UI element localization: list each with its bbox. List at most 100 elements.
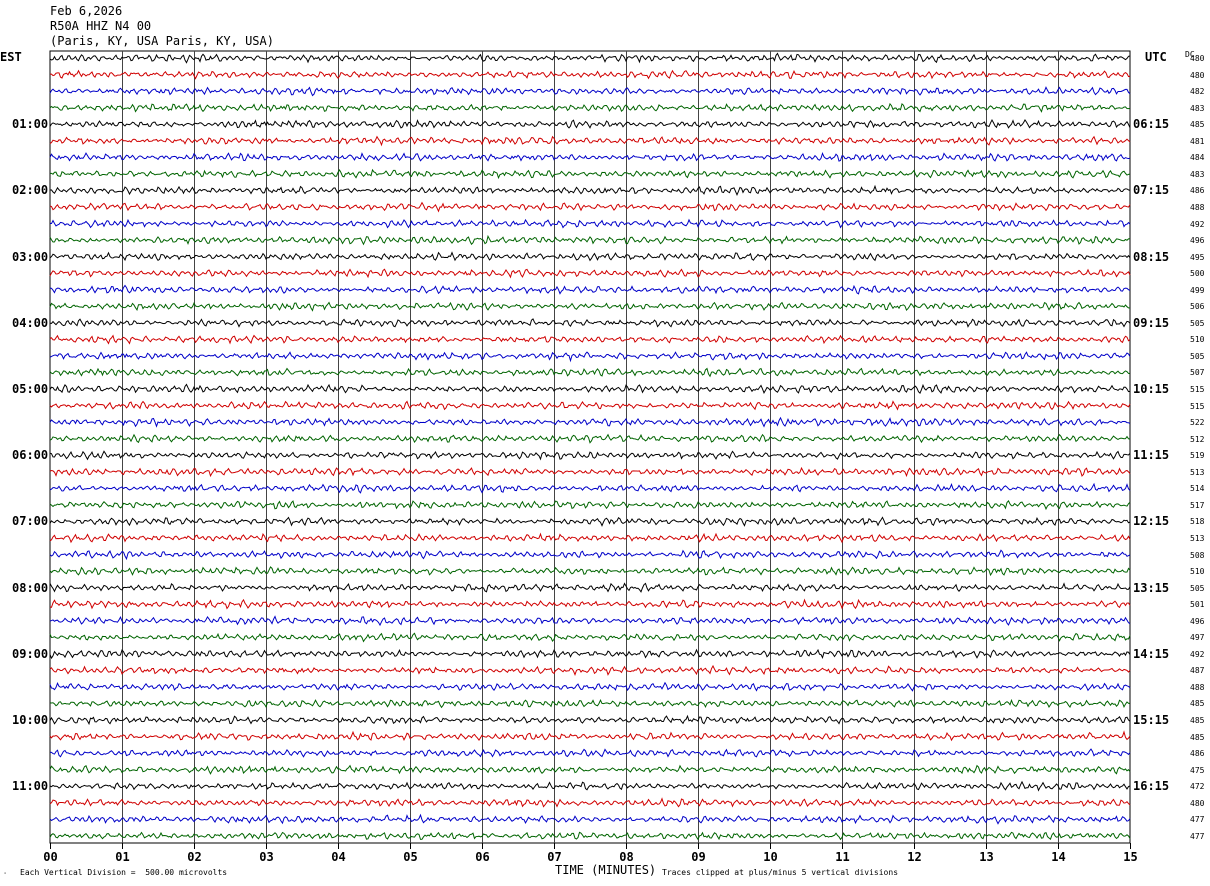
seismic-trace xyxy=(49,648,1131,660)
seismic-trace xyxy=(49,500,1131,511)
dc-offset-label: 484 xyxy=(1190,153,1205,163)
seismic-trace xyxy=(49,549,1131,561)
est-hour-label: 02:00 xyxy=(12,183,49,198)
est-hour-label: 04:00 xyxy=(12,315,49,330)
seismic-traces xyxy=(49,52,1131,841)
seismic-trace xyxy=(49,168,1131,180)
dc-offset-label: 485 xyxy=(1190,120,1205,130)
dc-offset-label: 488 xyxy=(1190,682,1205,692)
seismic-trace xyxy=(49,351,1131,363)
x-tick-label: 08 xyxy=(619,850,633,864)
seismic-trace xyxy=(49,831,1131,841)
seismic-trace xyxy=(49,482,1131,494)
seismic-trace xyxy=(49,566,1131,577)
seismic-trace xyxy=(49,334,1131,345)
dc-offset-label: 505 xyxy=(1190,318,1205,328)
dc-offset-label: 519 xyxy=(1190,451,1205,461)
x-tick-label: 14 xyxy=(1051,850,1065,864)
dc-offset-label: 486 xyxy=(1190,749,1205,759)
dc-offset-label: 483 xyxy=(1190,169,1205,179)
seismic-trace xyxy=(49,118,1131,129)
x-tick-label: 09 xyxy=(691,850,705,864)
est-hour-label: 01:00 xyxy=(12,117,49,132)
utc-hour-label: 14:15 xyxy=(1133,646,1170,661)
x-tick-label: 11 xyxy=(835,850,849,864)
dc-offset-label: 507 xyxy=(1190,368,1205,378)
dc-offset-label: 510 xyxy=(1190,335,1205,345)
x-tick-label: 12 xyxy=(907,850,921,864)
x-tick-label: 02 xyxy=(187,850,201,864)
dc-offset-label: 515 xyxy=(1190,385,1205,394)
seismic-trace xyxy=(49,516,1131,527)
dc-offset-label: 480 xyxy=(1190,54,1205,63)
seismic-trace xyxy=(49,730,1131,742)
x-tick-label: 15 xyxy=(1123,850,1137,864)
x-tick-label: 05 xyxy=(403,850,417,864)
seismic-trace xyxy=(49,201,1131,213)
scale-note: Each Vertical Division = 500.00 microvol… xyxy=(20,868,228,877)
est-hour-label: 08:00 xyxy=(12,580,49,595)
seismic-trace xyxy=(49,318,1131,328)
clip-note: Traces clipped at plus/minus 5 vertical … xyxy=(662,868,899,877)
seismic-trace xyxy=(49,301,1131,312)
x-axis-title: TIME (MINUTES) xyxy=(555,863,657,877)
x-tick-label: 07 xyxy=(547,850,561,864)
dc-offset-label: 492 xyxy=(1190,219,1205,229)
dc-offset-label: 486 xyxy=(1190,186,1205,196)
seismic-trace xyxy=(49,383,1131,395)
x-tick-label: 06 xyxy=(475,850,489,864)
seismic-trace xyxy=(49,664,1131,676)
dc-offset-label: 485 xyxy=(1190,732,1205,742)
plot-grid xyxy=(49,50,1131,844)
dc-offset-label: 512 xyxy=(1190,434,1205,444)
utc-hour-label: 13:15 xyxy=(1133,580,1170,595)
utc-hour-label: 16:15 xyxy=(1133,779,1170,794)
seismic-trace xyxy=(49,251,1131,262)
seismic-trace xyxy=(49,764,1131,775)
dc-offset-label: 496 xyxy=(1190,616,1205,626)
seismic-trace xyxy=(49,632,1131,643)
utc-hour-label: 10:15 xyxy=(1133,382,1170,396)
dc-offset-label: 481 xyxy=(1190,136,1205,146)
dc-offset-label: 488 xyxy=(1190,202,1205,212)
utc-hour-label: 09:15 xyxy=(1133,315,1170,330)
seismic-trace xyxy=(49,400,1131,411)
dc-offset-label: 518 xyxy=(1190,517,1205,527)
dc-offset-label: 501 xyxy=(1190,600,1205,610)
seismic-trace xyxy=(49,135,1131,147)
seismic-trace xyxy=(49,797,1131,808)
dc-offset-label: 506 xyxy=(1190,302,1205,312)
seismic-trace xyxy=(50,218,1131,229)
dc-offset-label: 495 xyxy=(1190,252,1205,262)
seismic-trace xyxy=(49,698,1131,709)
est-hour-label: 05:00 xyxy=(12,382,49,396)
utc-hour-label: 08:15 xyxy=(1133,249,1170,264)
dc-offset-label: 513 xyxy=(1190,467,1205,477)
corner-mark: ⸱ xyxy=(4,869,7,878)
est-hour-label: 11:00 xyxy=(12,779,49,794)
seismic-trace xyxy=(49,52,1131,64)
dc-offset-label: 487 xyxy=(1190,666,1205,676)
seismic-trace xyxy=(49,69,1131,80)
seismic-trace xyxy=(49,433,1131,444)
seismic-trace xyxy=(49,598,1131,610)
x-tick-label: 13 xyxy=(979,850,993,864)
location-label: (Paris, KY, USA Paris, KY, USA) xyxy=(50,34,274,48)
seismic-trace xyxy=(49,450,1131,461)
seismic-trace xyxy=(49,748,1131,758)
dc-offset-label: 475 xyxy=(1190,765,1205,775)
seismic-trace xyxy=(49,416,1131,428)
seismic-trace xyxy=(49,813,1131,825)
seismic-trace xyxy=(49,466,1131,478)
dc-offset-label: 472 xyxy=(1190,782,1205,792)
dc-offset-label: 513 xyxy=(1190,533,1205,543)
est-hour-label: 03:00 xyxy=(12,249,49,264)
seismic-trace xyxy=(49,151,1131,162)
dc-offset-label: 508 xyxy=(1190,550,1205,560)
seismic-trace xyxy=(49,284,1131,295)
est-hour-label: 06:00 xyxy=(12,448,49,463)
dc-offset-label: 480 xyxy=(1190,70,1205,80)
seismic-trace xyxy=(49,532,1131,544)
seismic-trace xyxy=(49,681,1131,692)
